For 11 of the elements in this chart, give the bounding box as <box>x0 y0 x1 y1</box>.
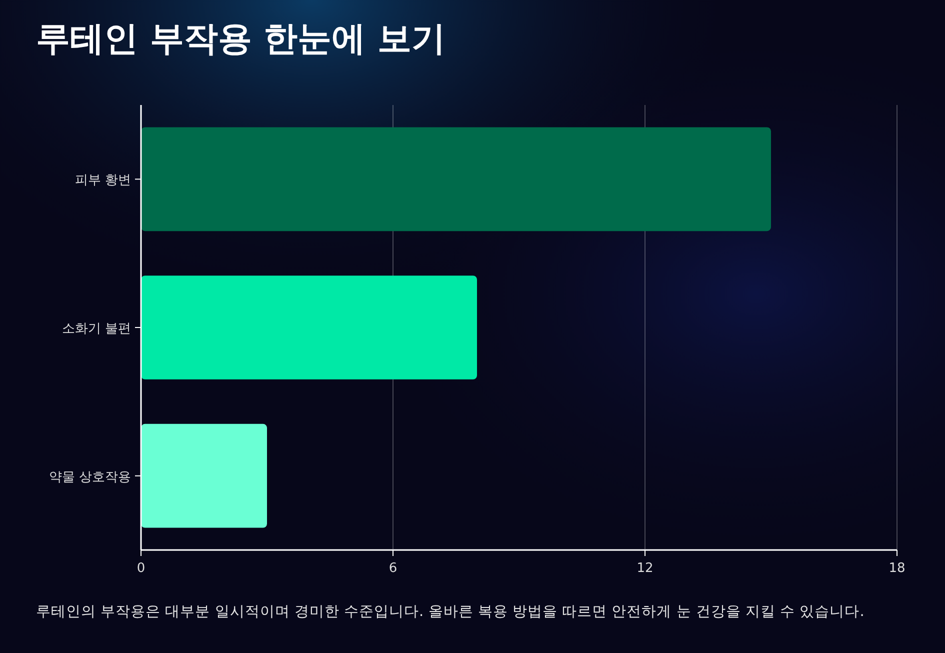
y-tick-label: 약물 상호작용 <box>48 470 131 485</box>
text: 루테인의 부작용은 대부분 일시적이며 경미한 수준입니다. 올바른 복용 방법을 따르면 안전하게 눈 건강을 지킬 수 있습니다. <box>36 604 864 620</box>
bar <box>141 276 477 380</box>
chart-title: 루테인 부작용 한눈에 보기 <box>36 19 446 59</box>
y-tick-label: 소화기 불편 <box>62 322 131 336</box>
x-tick-label: 6 <box>388 561 398 576</box>
x-tick-label: 12 <box>636 561 654 576</box>
x-tick-label: 0 <box>136 561 146 576</box>
x-tick-label: 18 <box>888 561 906 576</box>
bar <box>141 424 267 528</box>
y-tick-label: 피부 황변 <box>74 173 131 188</box>
